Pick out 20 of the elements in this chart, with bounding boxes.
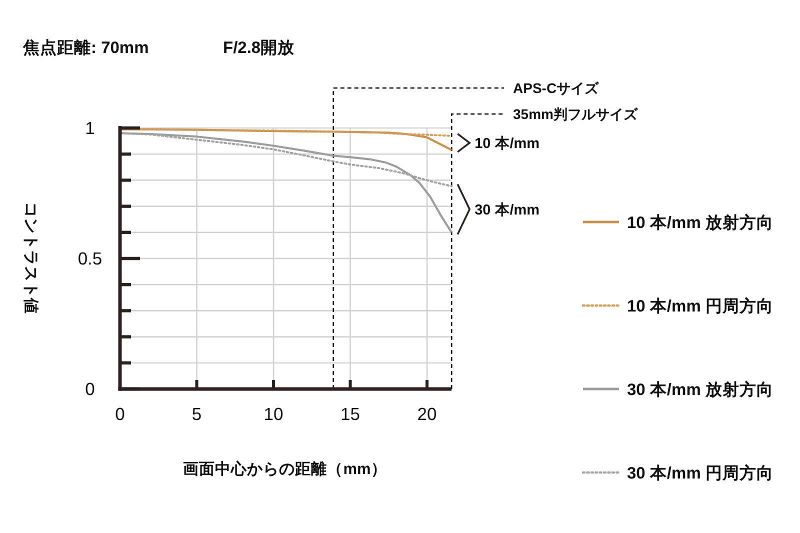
x-tick-label: 5 [192,404,202,424]
x-tick-label: 20 [417,404,437,424]
x-tick-label: 15 [340,404,360,424]
y-tick-label: 1 [85,118,95,138]
x-tick-label: 10 [264,404,284,424]
y-tick-label: 0.5 [78,248,102,268]
y-tick-label: 0 [85,379,95,399]
chart-title: 焦点距離: 70mm [23,39,149,57]
x-axis-title: 画面中心からの距離（mm） [183,461,387,478]
x-tick-label: 0 [115,404,125,424]
annotation: 10 本/mm [474,136,540,152]
legend-label: 10 本/mm 放射方向 [627,214,774,232]
legend-label: 30 本/mm 放射方向 [627,381,774,399]
annotation: 30 本/mm [474,202,540,218]
ref-line-label: 35mm判フルサイズ [513,106,638,122]
ref-line-label: APS-Cサイズ [513,80,599,96]
chart-subtitle: F/2.8開放 [223,39,295,57]
legend-label: 10 本/mm 円周方向 [627,298,774,316]
legend-label: 30 本/mm 円周方向 [627,464,774,482]
y-axis-title: コントラスト値 [22,202,39,314]
